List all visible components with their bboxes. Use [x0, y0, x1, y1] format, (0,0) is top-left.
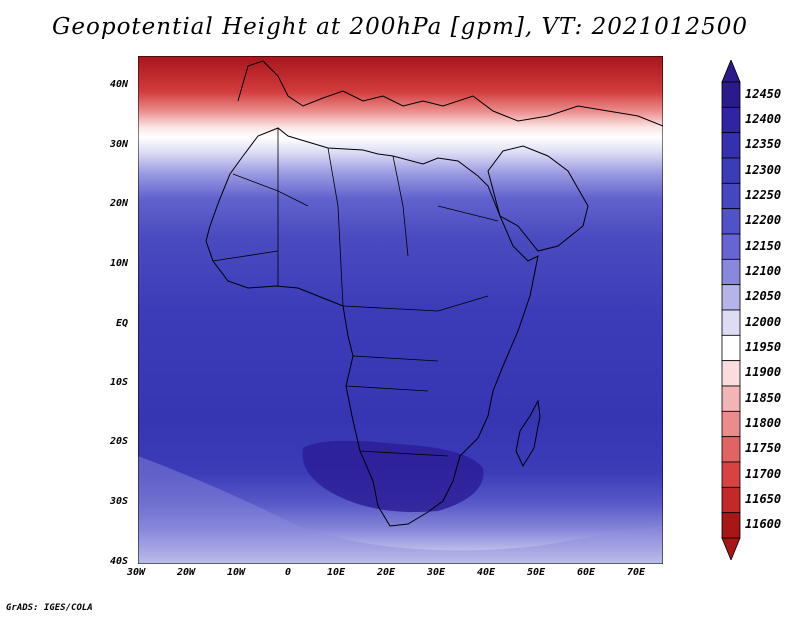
colorbar-level-label: 11950 — [745, 340, 782, 354]
colorbar-level-label: 12100 — [745, 264, 782, 278]
lon-label-10w: 10W — [227, 567, 246, 578]
colorbar-level-label: 11800 — [745, 416, 782, 430]
colorbar-level-label: 12300 — [745, 162, 782, 177]
colorbar-level-label: 12200 — [745, 213, 782, 228]
lat-label-30n: 30N — [110, 139, 129, 150]
grads-credit: GrADS: IGES/COLA — [6, 603, 93, 613]
colorbar-triangle — [721, 537, 741, 560]
colorbar-level-label: 12450 — [745, 86, 782, 101]
colorbar-swatch — [721, 132, 741, 159]
map-title: Geopotential Height at 200hPa [gpm], VT:… — [52, 14, 748, 40]
colorbar-level-label: 11850 — [745, 390, 782, 405]
colorbar-level-label: 11900 — [745, 365, 782, 380]
colorbar-swatch — [721, 461, 741, 488]
lat-label-10s: 10S — [110, 377, 129, 388]
lon-label-70e: 70E — [627, 567, 646, 578]
colorbar-level-label: 12350 — [745, 137, 782, 152]
colorbar-swatch — [721, 334, 741, 362]
colorbar-level-label: 11600 — [745, 517, 782, 532]
colorbar-swatch — [721, 81, 741, 108]
lat-label-eq: EQ — [116, 318, 129, 329]
lat-label-40n: 40N — [110, 79, 129, 90]
colorbar-swatch — [721, 157, 741, 184]
colorbar-swatch — [721, 208, 741, 235]
geopotential-map — [138, 56, 663, 564]
lon-label-20w: 20W — [177, 567, 196, 578]
colorbar-triangle — [721, 60, 741, 83]
colorbar-swatch — [721, 512, 741, 539]
lon-label-60e: 60E — [577, 567, 596, 578]
colorbar-level-label: 12250 — [745, 188, 782, 202]
colorbar-level-label: 11700 — [745, 466, 782, 481]
lat-label-40s: 40S — [110, 556, 129, 567]
colorbar-swatch — [721, 410, 741, 438]
lon-label-50e: 50E — [527, 567, 546, 578]
colorbar-level-label: 12050 — [745, 289, 782, 304]
lat-label-30s: 30S — [110, 496, 129, 507]
colorbar-level-label: 11650 — [745, 492, 782, 506]
lon-label-20e: 20E — [377, 567, 396, 578]
colorbar-swatch — [721, 182, 741, 210]
lon-label-30w: 30W — [127, 567, 146, 578]
colorbar-swatch — [721, 385, 741, 412]
colorbar-swatch — [721, 233, 741, 260]
lon-label-30e: 30E — [427, 567, 446, 578]
colorbar-swatch — [721, 486, 741, 514]
colorbar-swatch — [721, 360, 741, 387]
lat-label-20s: 20S — [110, 436, 129, 447]
colorbar-swatch — [721, 106, 741, 134]
lon-label-40e: 40E — [477, 567, 496, 578]
lat-label-20n: 20N — [110, 198, 129, 209]
colorbar-swatch — [721, 436, 741, 463]
colorbar-swatch — [721, 309, 741, 336]
colorbar-level-label: 12150 — [745, 238, 782, 253]
colorbar-swatch — [721, 284, 741, 311]
colorbar-swatch — [721, 258, 741, 286]
lon-label-0: 0 — [285, 567, 292, 578]
colorbar-level-label: 11750 — [745, 441, 782, 456]
colorbar-level-label: 12000 — [745, 314, 782, 329]
lon-label-10e: 10E — [327, 567, 346, 578]
colorbar — [721, 60, 741, 560]
lat-label-10n: 10N — [110, 258, 129, 269]
colorbar-level-label: 12400 — [745, 112, 782, 126]
